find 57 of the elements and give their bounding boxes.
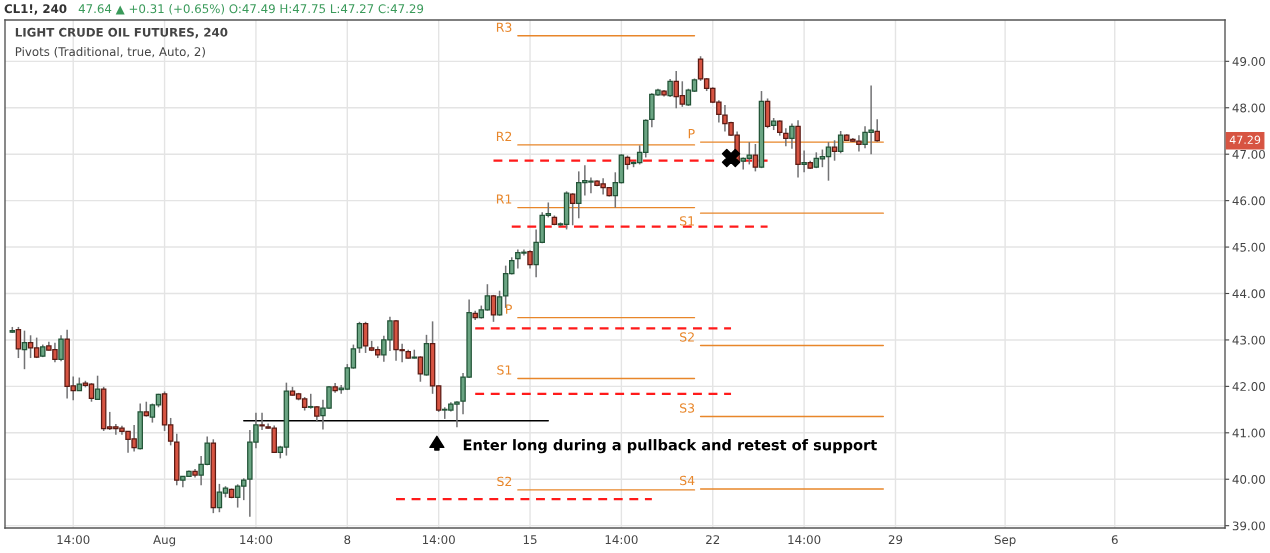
y-tick-label: 41.00 <box>1232 428 1265 438</box>
y-tick-label: 46.00 <box>1232 196 1265 206</box>
candlestick <box>569 192 576 227</box>
x-tick-label: 14:00 <box>240 535 273 545</box>
series-label: S2 <box>680 332 694 342</box>
y-tick-label: 45.00 <box>1232 242 1265 252</box>
candlestick <box>783 127 789 148</box>
candlestick <box>362 321 369 354</box>
x-tick-label: 6 <box>1111 535 1118 545</box>
series-label: P <box>688 129 695 139</box>
candlestick <box>752 143 759 173</box>
y-tick-label: 47.00 <box>1232 149 1265 159</box>
series-label: S3 <box>680 403 695 413</box>
candlestick <box>259 412 265 431</box>
x-tick-label: 14:00 <box>788 535 821 545</box>
y-tick-label: 48.00 <box>1232 103 1265 113</box>
series-label: S4 <box>680 475 695 486</box>
candlestick <box>789 122 795 150</box>
y-tick-label: 43.00 <box>1232 335 1265 345</box>
x-tick-label: 14:00 <box>57 535 90 545</box>
x-tick-label: 15 <box>523 535 537 545</box>
candlestick <box>527 249 533 270</box>
series-label: P <box>506 304 512 314</box>
candlestick <box>21 329 28 370</box>
candlestick <box>417 355 424 383</box>
series-label: S2 <box>497 476 512 487</box>
y-tick-label: 39.00 <box>1232 521 1265 531</box>
y-tick-label: 40.00 <box>1232 474 1265 484</box>
x-tick-label: Sep <box>994 535 1016 547</box>
x-tick-label: 14:00 <box>605 535 638 545</box>
x-tick-label: 8 <box>344 535 351 545</box>
y-tick-label: 49.00 <box>1232 57 1265 66</box>
annotation: LIGHT CRUDE OIL FUTURES, 240 <box>15 27 228 39</box>
x-tick-label: Aug <box>153 535 176 547</box>
series-label: R1 <box>496 194 512 204</box>
chart-title: CL1!, 240 <box>4 4 67 15</box>
series-label: S1 <box>497 365 512 375</box>
annotation: Pivots (Traditional, true, Auto, 2) <box>15 46 205 58</box>
series-label: R3 <box>496 22 512 32</box>
x-tick-label: 22 <box>706 535 720 544</box>
candlestick <box>15 326 22 359</box>
candlestick <box>58 334 64 363</box>
y-tick-label: 44.00 <box>1232 289 1265 299</box>
chart-subtitle: 47.64 ▲ +0.31 (+0.65%) O:47.49 H:47.75 L:47.27 C:47.29 <box>78 4 424 15</box>
candlestick <box>490 294 497 323</box>
x-tick-label: 29 <box>888 535 903 545</box>
annotation: Enter long during a pullback and retest of support <box>463 439 877 454</box>
y-tick-label: 42.00 <box>1232 382 1265 392</box>
annotation: 47.29 <box>1229 135 1261 144</box>
candlestick <box>496 289 503 317</box>
series-label: R2 <box>496 131 512 141</box>
candlestick <box>874 118 880 143</box>
candlestick <box>308 393 314 410</box>
candlestick <box>801 149 807 174</box>
x-tick-label: 14:00 <box>422 535 455 545</box>
series-label: S1 <box>680 216 694 226</box>
candlestick <box>667 78 673 98</box>
